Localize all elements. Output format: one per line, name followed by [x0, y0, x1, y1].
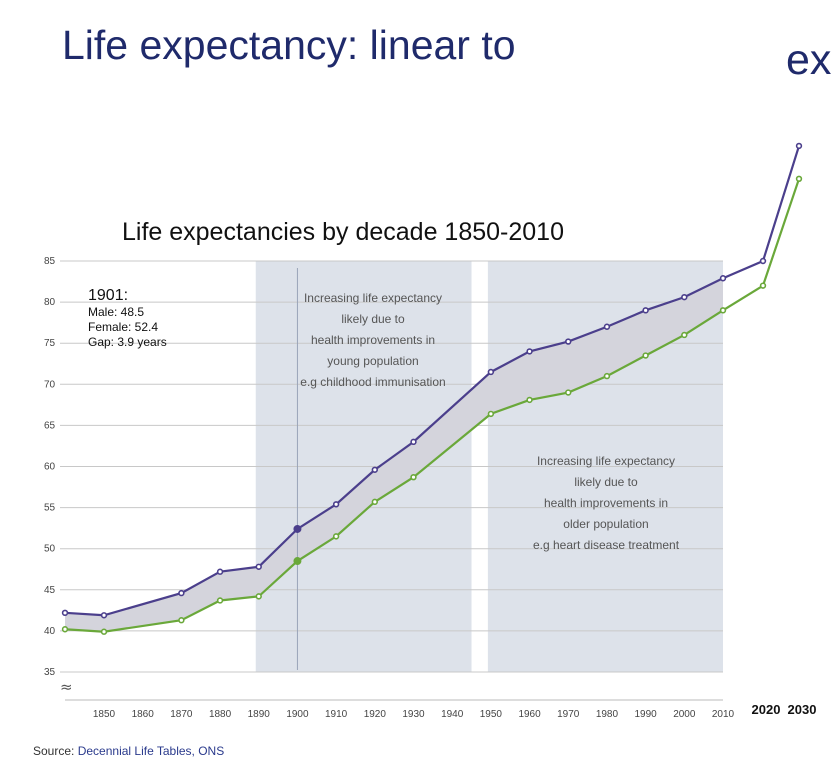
y-tick-label: 85	[44, 256, 56, 267]
y-tick-label: 60	[44, 462, 56, 473]
gap-area	[65, 278, 723, 632]
x-tick-label: 1930	[402, 709, 425, 720]
data-point-male	[255, 593, 262, 600]
x-tick-label: 1950	[480, 709, 503, 720]
data-point-female	[293, 524, 302, 533]
data-point-male	[61, 626, 69, 633]
x-tick-label: 1980	[596, 709, 619, 720]
annotation-1901-line: Gap: 3.9 years	[88, 335, 167, 349]
ann-young-line: Increasing life expectancy	[304, 291, 442, 305]
y-tick-label: 70	[44, 379, 56, 390]
ann-older-line: e.g heart disease treatment	[533, 538, 680, 552]
data-point-male	[216, 597, 224, 604]
data-point-male	[332, 533, 340, 540]
x-tick-label: 1880	[209, 709, 232, 720]
annotation-young-population: Increasing life expectancy likely due to h…	[300, 291, 445, 389]
ann-older-line: older population	[563, 517, 648, 531]
data-point-male	[487, 410, 495, 418]
y-axis-labels: 35 40 45 50 55 60 65 70 75 80 85	[44, 256, 56, 678]
series-line-male	[64, 178, 801, 633]
x-tick-label-extra: 2020	[752, 702, 781, 717]
y-tick-label: 80	[44, 297, 56, 308]
data-point-female	[332, 501, 340, 508]
y-tick-label: 45	[44, 585, 56, 596]
data-point-male	[100, 628, 108, 635]
data-points	[61, 142, 803, 635]
axis-break-symbol: ≈	[60, 678, 73, 696]
ann-young-line: e.g childhood immunisation	[300, 375, 445, 389]
ann-young-line: young population	[327, 354, 418, 368]
data-point-female	[795, 142, 803, 150]
x-tick-label: 2010	[712, 709, 735, 720]
y-tick-label: 55	[44, 503, 56, 514]
y-tick-label: 40	[44, 626, 56, 637]
annotation-1901-line: Female: 52.4	[88, 320, 158, 334]
x-tick-label: 1940	[441, 709, 464, 720]
data-point-male	[719, 307, 727, 314]
data-point-female	[371, 466, 379, 473]
data-point-female	[178, 589, 185, 597]
data-point-male	[795, 175, 803, 183]
data-point-male	[759, 282, 767, 289]
source-note: Source: Decennial Life Tables, ONS	[33, 744, 224, 758]
ann-older-line: Increasing life expectancy	[537, 454, 675, 468]
annotation-1901-title: 1901:	[88, 287, 128, 304]
data-point-female	[565, 338, 572, 345]
data-point-male	[293, 557, 302, 566]
x-tick-label: 1890	[248, 709, 271, 720]
ann-older-line: health improvements in	[544, 496, 668, 510]
x-tick-label-extra: 2030	[788, 702, 817, 717]
data-point-female	[681, 293, 688, 301]
series-lines	[64, 145, 801, 633]
data-point-female	[255, 563, 262, 570]
x-tick-label: 2000	[673, 709, 696, 720]
data-point-female	[216, 568, 224, 575]
data-point-male	[603, 372, 611, 380]
data-point-female	[719, 275, 727, 282]
data-point-male	[526, 396, 533, 404]
x-tick-label: 1970	[557, 709, 580, 720]
data-point-male	[410, 473, 417, 481]
x-tick-label: 1910	[325, 709, 348, 720]
x-tick-label: 1960	[518, 709, 541, 720]
data-point-male	[178, 617, 185, 624]
x-tick-label: 1870	[170, 709, 193, 720]
data-point-female	[526, 348, 533, 355]
annotation-1901-line: Male: 48.5	[88, 305, 144, 319]
data-point-female	[487, 368, 495, 376]
y-tick-label: 75	[44, 338, 56, 349]
chart-title: Life expectancies by decade 1850-2010	[122, 218, 564, 246]
y-tick-label: 65	[44, 420, 56, 431]
data-point-male	[565, 389, 572, 396]
data-point-female	[759, 257, 767, 265]
slide-title-cutoff: ex	[786, 36, 832, 84]
source-label: Source:	[33, 744, 75, 758]
y-tick-label: 50	[44, 544, 56, 555]
series-line-female	[64, 145, 801, 617]
x-tick-label: 1850	[93, 709, 116, 720]
data-point-female	[603, 323, 611, 330]
data-point-female	[642, 307, 649, 314]
source-value: Decennial Life Tables, ONS	[77, 744, 225, 758]
x-tick-label: 1900	[286, 709, 309, 720]
x-tick-label: 1990	[635, 709, 658, 720]
x-axis-labels: 1850 1860 1870 1880 1890 1900 1910 1920 1930 1940…	[93, 702, 817, 720]
slide-title: Life expectancy: linear to	[62, 22, 516, 68]
ann-older-line: likely due to	[574, 475, 638, 489]
data-point-male	[371, 498, 379, 506]
data-point-female	[100, 612, 108, 619]
data-point-male	[642, 352, 649, 359]
ann-young-line: health improvements in	[311, 333, 435, 347]
y-tick-label: 35	[44, 667, 56, 678]
data-point-female	[61, 609, 69, 617]
data-point-male	[681, 331, 688, 339]
annotation-older-population: Increasing life expectancy likely due to h…	[533, 454, 680, 552]
data-point-female	[410, 438, 417, 446]
x-tick-label: 1860	[132, 709, 155, 720]
ann-young-line: likely due to	[341, 312, 405, 326]
x-tick-label: 1920	[364, 709, 387, 720]
